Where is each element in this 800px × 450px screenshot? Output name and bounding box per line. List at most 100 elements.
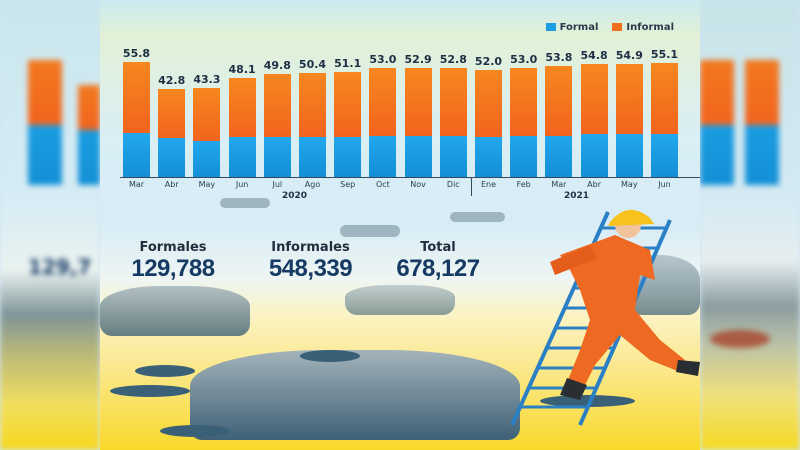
bar-value-label: 53.0: [369, 52, 397, 66]
x-tick-label: Dic: [446, 180, 460, 189]
x-tick-label: Abr: [164, 180, 179, 189]
bar-value-label: 54.8: [580, 49, 608, 63]
bar-segment-informal: [510, 67, 538, 136]
virus-shape-icon: [340, 225, 400, 237]
stat-formales: Formales 129,788: [118, 240, 228, 283]
stacked-bar-chart: Formal Informal 55.8 Mar 42.8 Abr 43.3 May 48.…: [100, 0, 700, 210]
x-tick-label: Feb: [516, 180, 531, 189]
legend-informal: Informal: [612, 22, 674, 33]
virus-hole-icon: [100, 286, 250, 336]
bar-value-label: 52.8: [439, 53, 467, 67]
bar-segment-formal: [228, 137, 256, 177]
stat-formales-label: Formales: [139, 240, 207, 255]
bar-oct-7: [369, 67, 397, 177]
bar-segment-informal: [369, 67, 397, 137]
virus-hole-main-icon: [190, 350, 520, 440]
bar-value-label: 48.1: [228, 62, 256, 76]
bar-ene-10: [475, 69, 502, 177]
bar-jun-15: [651, 63, 678, 177]
bar-segment-formal: [123, 133, 150, 177]
year-label-2020: 2020: [282, 191, 308, 201]
virus-spike-icon: [160, 425, 230, 437]
bar-segment-informal: [545, 66, 573, 136]
x-tick-label: Ago: [304, 180, 321, 189]
stat-informales: Informales 548,339: [248, 240, 373, 283]
informal-swatch-icon: [612, 23, 623, 31]
bar-segment-informal: [123, 62, 150, 134]
bar-value-label: 53.0: [510, 52, 538, 66]
formal-swatch-icon: [545, 23, 556, 31]
bar-segment-formal: [651, 133, 678, 177]
bar-segment-informal: [299, 73, 326, 138]
bar-segment-formal: [439, 136, 467, 177]
bar-value-label: 50.4: [298, 58, 327, 72]
bar-segment-formal: [299, 137, 326, 177]
bar-mar-0: [123, 62, 150, 177]
bar-value-label: 51.1: [334, 56, 362, 70]
bar-segment-informal: [580, 64, 608, 135]
bar-segment-informal: [651, 63, 678, 134]
virus-spike-icon: [110, 385, 190, 397]
bar-segment-formal: [475, 136, 502, 177]
year-separator: [471, 178, 472, 196]
bar-value-label: 43.3: [193, 72, 221, 86]
blurred-background-left: 129,7: [0, 0, 100, 450]
x-axis: [120, 177, 700, 178]
bar-nov-8: [404, 67, 432, 177]
stat-informales-label: Informales: [271, 240, 350, 255]
x-tick-label: Abr: [587, 180, 602, 189]
x-tick-label: Jun: [658, 180, 671, 189]
virus-spike-icon: [135, 365, 195, 377]
bar-segment-formal: [615, 134, 643, 177]
x-tick-label: Jun: [235, 180, 249, 189]
x-tick-label: Mar: [551, 180, 567, 189]
bar-sep-6: [334, 71, 362, 177]
worker-climbing-ladder-illustration: [510, 209, 700, 426]
legend-formal: Formal: [545, 22, 599, 33]
virus-spike-icon: [300, 350, 360, 362]
x-tick-label: Sep: [340, 180, 356, 189]
bar-abr-13: [580, 64, 608, 177]
x-tick-label: Nov: [410, 180, 426, 189]
virus-shape-icon: [450, 212, 505, 222]
bar-segment-informal: [334, 71, 362, 137]
stat-total-label: Total: [420, 240, 456, 255]
bar-may-14: [615, 63, 643, 177]
stat-informales-value: 548,339: [268, 255, 353, 282]
bar-segment-formal: [158, 137, 186, 177]
bar-segment-formal: [404, 136, 432, 177]
bar-segment-formal: [334, 136, 362, 177]
x-tick-label: Ene: [480, 180, 497, 189]
x-tick-label: Jul: [272, 180, 283, 189]
bar-value-label: 42.8: [158, 73, 186, 87]
bar-segment-formal: [263, 137, 291, 177]
bar-abr-1: [158, 88, 186, 177]
x-tick-label: Mar: [128, 180, 145, 189]
bar-mar-12: [545, 66, 573, 177]
virus-spike-icon: [540, 395, 635, 407]
stat-total-value: 678,127: [396, 255, 480, 282]
bar-value-label: 52.9: [404, 52, 432, 66]
bar-value-label: 54.9: [615, 48, 643, 62]
bar-segment-informal: [404, 67, 432, 137]
bar-feb-11: [510, 67, 538, 177]
bar-ago-5: [299, 73, 326, 177]
bar-segment-informal: [158, 88, 186, 138]
bar-value-label: 53.8: [545, 51, 573, 65]
bar-dic-9: [439, 68, 467, 177]
bar-value-label: 55.8: [122, 47, 151, 60]
legend-formal-label: Formal: [559, 22, 599, 33]
bar-jun-3: [228, 77, 256, 177]
year-label-2021: 2021: [564, 191, 590, 201]
bar-value-label: 55.1: [650, 48, 679, 62]
chart-legend: Formal Informal: [545, 22, 674, 33]
bar-jul-4: [263, 74, 291, 177]
bar-segment-informal: [615, 63, 643, 135]
x-tick-label: Oct: [375, 180, 390, 189]
bar-segment-informal: [193, 87, 221, 141]
legend-informal-label: Informal: [626, 22, 674, 33]
bar-segment-informal: [439, 68, 467, 137]
blurred-background-right: [700, 0, 800, 450]
bar-value-label: 49.8: [263, 59, 291, 73]
stat-formales-value: 129,788: [131, 255, 215, 282]
